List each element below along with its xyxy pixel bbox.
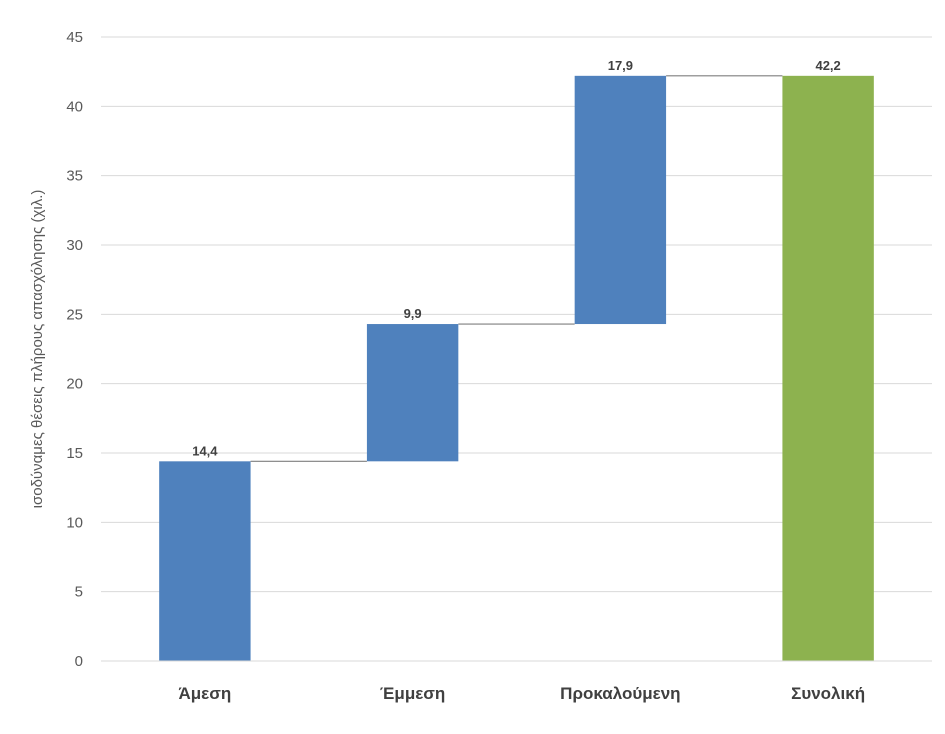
bar-total bbox=[782, 75, 874, 662]
bar-increment bbox=[366, 324, 459, 462]
y-tick-label: 10 bbox=[66, 514, 83, 531]
y-axis-ticks: 0 5 10 15 20 25 30 35 40 45 bbox=[66, 29, 83, 670]
data-label: 14,4 bbox=[192, 443, 218, 458]
y-tick-label: 35 bbox=[66, 168, 83, 185]
x-tick-label: Συνολική bbox=[791, 684, 865, 703]
bars bbox=[159, 75, 874, 662]
connector-lines bbox=[250, 75, 783, 462]
y-tick-label: 25 bbox=[66, 306, 83, 323]
x-tick-label: Έμμεση bbox=[380, 684, 445, 703]
x-axis-labels: Άμεση Έμμεση Προκαλούμενη Συνολική bbox=[178, 684, 865, 703]
y-tick-label: 0 bbox=[75, 653, 83, 670]
data-label: 17,9 bbox=[608, 58, 633, 73]
y-tick-label: 5 bbox=[75, 584, 83, 601]
y-tick-label: 20 bbox=[66, 376, 83, 393]
y-tick-label: 45 bbox=[66, 29, 83, 46]
x-tick-label: Προκαλούμενη bbox=[560, 684, 680, 703]
data-label: 9,9 bbox=[404, 306, 422, 321]
bar-increment bbox=[159, 461, 251, 661]
data-labels: 14,4 9,9 17,9 42,2 bbox=[192, 58, 841, 458]
bar-increment bbox=[574, 75, 667, 325]
x-tick-label: Άμεση bbox=[178, 684, 231, 703]
data-label: 42,2 bbox=[815, 58, 840, 73]
y-tick-label: 40 bbox=[66, 98, 83, 115]
y-tick-label: 30 bbox=[66, 237, 83, 254]
y-axis-title: ισοδύναμες θέσεις πλήρους απασχόλησης (χ… bbox=[29, 190, 46, 509]
y-tick-label: 15 bbox=[66, 445, 83, 462]
